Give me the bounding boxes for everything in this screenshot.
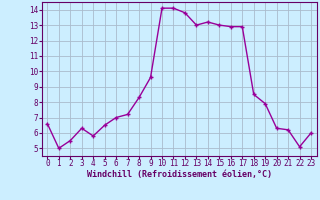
X-axis label: Windchill (Refroidissement éolien,°C): Windchill (Refroidissement éolien,°C)	[87, 170, 272, 179]
